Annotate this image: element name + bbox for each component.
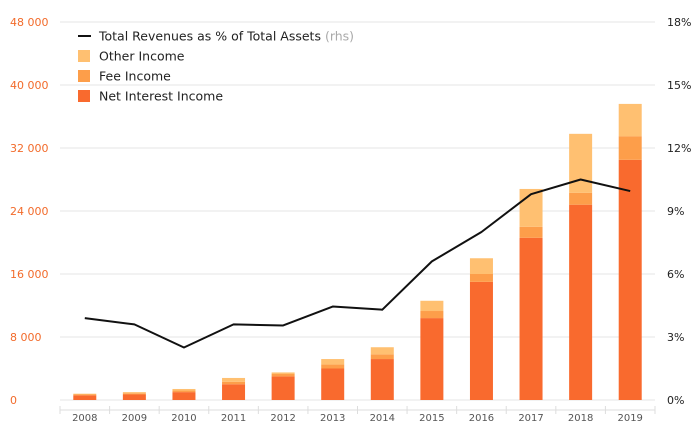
x-tick-label: 2012 <box>270 413 295 424</box>
bar-net-interest-income <box>370 359 394 400</box>
bar-fee-income <box>122 393 146 395</box>
line-series <box>84 178 631 349</box>
bar-other-income <box>569 133 593 193</box>
bar-other-income <box>172 388 196 391</box>
x-tick-label: 2018 <box>568 413 593 424</box>
bar-other-income <box>370 347 394 355</box>
y-left-tick-label: 48 000 <box>10 16 49 29</box>
bar-net-interest-income <box>222 384 246 400</box>
bar-net-interest-income <box>73 395 97 400</box>
y-right-tick-label: 9% <box>667 205 684 218</box>
bar-net-interest-income <box>519 237 543 400</box>
bar-fee-income <box>321 364 345 369</box>
revenue-ratio-line <box>84 178 631 349</box>
bar-other-income <box>271 372 295 375</box>
bar-net-interest-income <box>618 159 642 400</box>
x-tick-label: 2009 <box>122 413 147 424</box>
y-right-tick-label: 12% <box>667 142 691 155</box>
bar-other-income <box>420 300 444 312</box>
x-tick-label: 2015 <box>419 413 444 424</box>
axes: 0 8 000 16 000 24 000 32 000 40 000 48 000 0% 3%… <box>10 16 691 424</box>
bar-net-interest-income <box>469 281 493 400</box>
x-tick-label: 2016 <box>469 413 494 424</box>
y-left-tick-label: 24 000 <box>10 205 49 218</box>
x-tick-label: 2010 <box>171 413 196 424</box>
bar-other-income <box>618 103 642 137</box>
x-tick-label: 2008 <box>72 413 97 424</box>
x-tick-label: 2017 <box>518 413 543 424</box>
bar-fee-income <box>618 136 642 160</box>
y-left-tick-label: 32 000 <box>10 142 49 155</box>
y-left-tick-label: 40 000 <box>10 79 49 92</box>
bar-net-interest-income <box>271 376 295 400</box>
bar-net-interest-income <box>172 392 196 400</box>
x-tick-label: 2013 <box>320 413 345 424</box>
bar-other-income <box>222 377 246 382</box>
bar-fee-income <box>519 226 543 238</box>
legend: Total Revenues as % of Total Assets (rhs… <box>78 29 354 104</box>
bar-other-income <box>469 258 493 274</box>
legend-line-label: Total Revenues as % of Total Assets (rhs… <box>98 29 354 44</box>
legend-swatch-net-interest-income <box>78 90 90 102</box>
bar-net-interest-income <box>321 368 345 400</box>
bar-other-income <box>73 393 97 395</box>
bar-net-interest-income <box>122 394 146 400</box>
legend-label-net-interest-income: Net Interest Income <box>99 89 223 104</box>
y-right-tick-label: 0% <box>667 394 684 407</box>
bar-fee-income <box>469 274 493 282</box>
legend-label-other-income: Other Income <box>99 49 185 64</box>
y-right-tick-label: 3% <box>667 331 684 344</box>
legend-swatch-fee-income <box>78 70 90 82</box>
y-right-tick-label: 15% <box>667 79 691 92</box>
bar-fee-income <box>73 394 97 396</box>
bar-series <box>73 103 642 400</box>
y-left-tick-label: 8 000 <box>10 331 42 344</box>
bar-fee-income <box>569 192 593 205</box>
bar-net-interest-income <box>569 204 593 400</box>
y-left-tick-label: 0 <box>10 394 17 407</box>
bar-fee-income <box>222 381 246 385</box>
legend-swatch-other-income <box>78 50 90 62</box>
bar-fee-income <box>271 374 295 377</box>
y-left-tick-label: 16 000 <box>10 268 49 281</box>
x-tick-label: 2011 <box>221 413 246 424</box>
bar-fee-income <box>172 390 196 393</box>
x-tick-label: 2014 <box>370 413 395 424</box>
bar-net-interest-income <box>420 318 444 400</box>
bar-other-income <box>122 392 146 394</box>
legend-label-fee-income: Fee Income <box>99 69 171 84</box>
bar-fee-income <box>420 311 444 319</box>
bar-fee-income <box>370 354 394 360</box>
x-tick-label: 2019 <box>617 413 642 424</box>
y-right-tick-label: 18% <box>667 16 691 29</box>
y-right-tick-label: 6% <box>667 268 684 281</box>
bar-other-income <box>321 359 345 365</box>
